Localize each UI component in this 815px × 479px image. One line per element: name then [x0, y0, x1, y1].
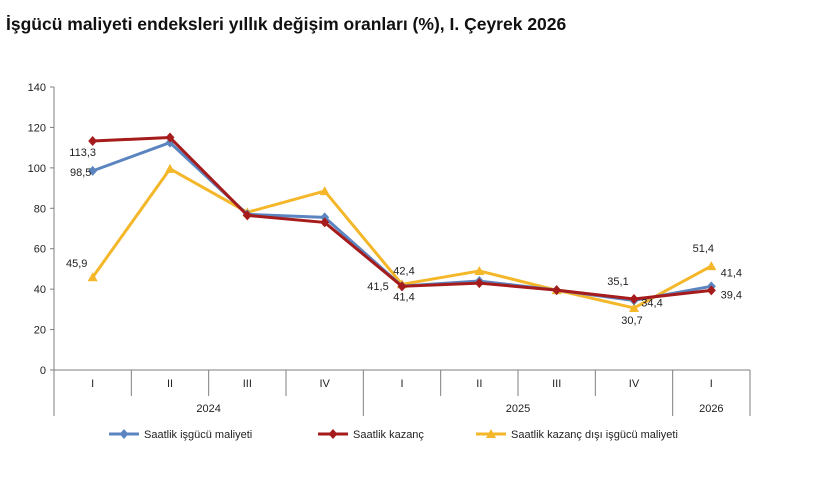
data-label: 30,7	[621, 315, 642, 327]
x-tick-label: I	[91, 378, 94, 390]
y-tick-label: 140	[28, 82, 46, 94]
data-point	[474, 265, 485, 275]
data-label: 41,5	[367, 281, 388, 293]
data-label: 34,4	[641, 297, 662, 309]
legend-item-1: Saatlik işgücü maliyeti	[109, 429, 252, 441]
data-label: 45,9	[66, 258, 87, 270]
y-tick-label: 60	[34, 244, 46, 256]
legend-label: Saatlik işgücü maliyeti	[144, 429, 252, 441]
x-tick-label: I	[710, 378, 713, 390]
data-point	[320, 217, 330, 228]
x-tick-label: IV	[319, 378, 330, 390]
legend-label: Saatlik kazanç	[353, 429, 424, 441]
chart-legend: Saatlik işgücü maliyeti Saatlik kazanç Saa…	[109, 429, 678, 441]
data-point	[119, 429, 129, 439]
data-point	[87, 272, 98, 282]
data-point	[165, 132, 175, 143]
data-point	[706, 285, 716, 296]
x-tick-label: II	[167, 378, 173, 390]
x-year-label: 2026	[699, 403, 723, 415]
data-label: 39,4	[721, 289, 742, 301]
y-tick-label: 20	[34, 325, 46, 337]
y-tick-label: 0	[40, 365, 46, 377]
x-tick-label: II	[476, 378, 482, 390]
data-point	[88, 165, 98, 176]
data-point	[397, 281, 407, 292]
data-label: 51,4	[693, 243, 714, 255]
data-point	[165, 163, 175, 173]
x-tick-label: I	[400, 378, 403, 390]
data-point	[629, 294, 639, 305]
data-label: 42,4	[393, 265, 414, 277]
x-year-label: 2024	[196, 403, 220, 415]
data-label: 98,5	[70, 167, 91, 179]
x-year-label: 2025	[506, 403, 530, 415]
data-point	[706, 261, 717, 271]
x-tick-label: III	[552, 378, 561, 390]
data-point	[474, 278, 484, 289]
y-tick-label: 100	[28, 163, 46, 175]
data-point	[88, 135, 98, 146]
series-2	[88, 132, 716, 305]
data-point	[320, 212, 330, 223]
data-point	[328, 429, 338, 439]
data-label: 41,4	[393, 291, 414, 303]
y-tick-label: 120	[28, 122, 46, 134]
legend-item-3: Saatlik kazanç dışı işgücü maliyeti	[476, 429, 678, 441]
data-label: 41,4	[721, 267, 742, 279]
legend-label: Saatlik kazanç dışı işgücü maliyeti	[511, 429, 678, 441]
chart-data-labels: 113,3 98,5 45,9 42,4 41,5 41,4 35,1 34,4 30,7 51,…	[66, 147, 742, 327]
chart-title: İşgücü maliyeti endeksleri yıllık değişi…	[6, 14, 567, 34]
legend-item-2: Saatlik kazanç	[318, 429, 424, 441]
data-point	[486, 429, 496, 438]
data-label: 113,3	[69, 147, 96, 159]
data-point	[552, 285, 562, 296]
y-tick-label: 40	[34, 284, 46, 296]
chart-series	[87, 132, 717, 312]
x-tick-label: III	[243, 378, 252, 390]
data-point	[629, 302, 639, 312]
x-tick-label: IV	[629, 378, 640, 390]
data-point	[319, 186, 330, 196]
y-tick-label: 80	[34, 203, 46, 215]
data-point	[242, 210, 252, 221]
data-label: 35,1	[607, 276, 628, 288]
